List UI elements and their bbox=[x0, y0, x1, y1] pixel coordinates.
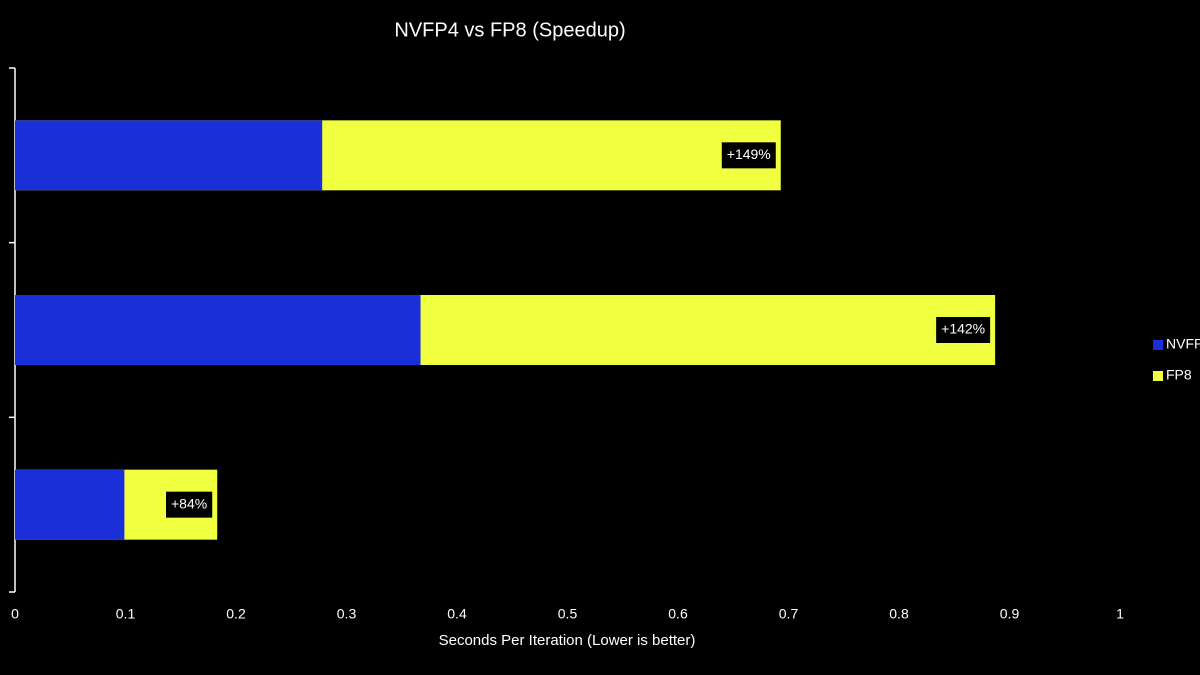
x-tick-label: 0.2 bbox=[226, 606, 246, 622]
x-tick-label: 1 bbox=[1116, 606, 1124, 622]
legend-swatch bbox=[1153, 340, 1163, 350]
x-tick-label: 0 bbox=[11, 606, 19, 622]
bar bbox=[15, 295, 421, 365]
annotation: +142% bbox=[941, 321, 985, 337]
legend-label: FP8 bbox=[1166, 367, 1192, 383]
bar bbox=[15, 120, 323, 191]
annotation: +84% bbox=[171, 495, 207, 511]
x-tick-label: 0.1 bbox=[116, 606, 136, 622]
x-tick-label: 0.4 bbox=[447, 606, 467, 622]
annotation-box bbox=[936, 317, 991, 343]
legend-label: NVFP4 bbox=[1166, 336, 1200, 352]
x-tick-label: 0.7 bbox=[779, 606, 799, 622]
bar bbox=[15, 469, 125, 540]
x-tick-label: 0.8 bbox=[889, 606, 909, 622]
x-tick-label: 0.3 bbox=[337, 606, 357, 622]
x-axis-title: Seconds Per Iteration (Lower is better) bbox=[439, 632, 696, 649]
x-tick-label: 0.6 bbox=[668, 606, 688, 622]
annotation-box bbox=[166, 491, 213, 518]
x-tick-label: 0.9 bbox=[1000, 606, 1020, 622]
chart-title: NVFP4 vs FP8 (Speedup) bbox=[394, 19, 625, 41]
annotation: +149% bbox=[727, 146, 771, 162]
annotation-box bbox=[721, 142, 776, 169]
x-tick-label: 0.5 bbox=[558, 606, 578, 622]
legend-swatch bbox=[1153, 371, 1163, 381]
